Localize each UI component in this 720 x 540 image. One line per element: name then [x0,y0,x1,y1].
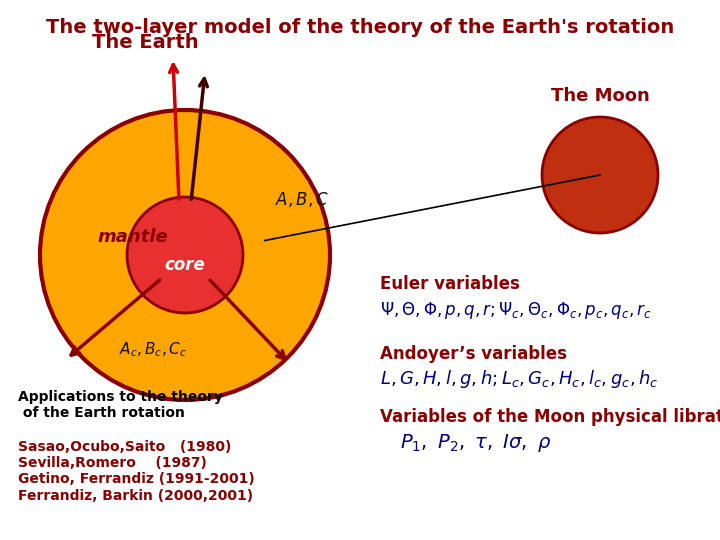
Text: $P_1,\ P_2,\ \tau,\ I\sigma,\ \rho$: $P_1,\ P_2,\ \tau,\ I\sigma,\ \rho$ [400,432,552,454]
Text: Andoyer’s variables: Andoyer’s variables [380,345,567,363]
Circle shape [40,110,330,400]
Text: The two-layer model of the theory of the Earth's rotation: The two-layer model of the theory of the… [46,18,674,37]
Text: The Earth: The Earth [91,33,198,52]
Text: The Moon: The Moon [551,87,649,105]
Text: $A_c, B_c, C_c$: $A_c, B_c, C_c$ [119,340,187,359]
Circle shape [542,117,658,233]
Text: Sasao,Ocubo,Saito   (1980)
Sevilla,Romero    (1987)
Getino, Ferrandiz (1991-2001: Sasao,Ocubo,Saito (1980) Sevilla,Romero … [18,440,255,503]
Text: mantle: mantle [98,228,168,246]
Text: $\Psi,\Theta,\Phi,p,q,r;\Psi_c,\Theta_c,\Phi_c,p_c,q_c,r_c$: $\Psi,\Theta,\Phi,p,q,r;\Psi_c,\Theta_c,… [380,300,652,321]
Text: Euler variables: Euler variables [380,275,520,293]
Text: Applications to the theory
 of the Earth rotation: Applications to the theory of the Earth … [18,390,223,420]
Text: core: core [165,256,205,274]
Text: Variables of the Moon physical librations: Variables of the Moon physical libration… [380,408,720,426]
Circle shape [127,197,243,313]
Text: $L,G,H,l,g,h;L_c,G_c,H_c,l_c,g_c,h_c$: $L,G,H,l,g,h;L_c,G_c,H_c,l_c,g_c,h_c$ [380,368,659,390]
Text: $A, B, C$: $A, B, C$ [275,191,329,210]
